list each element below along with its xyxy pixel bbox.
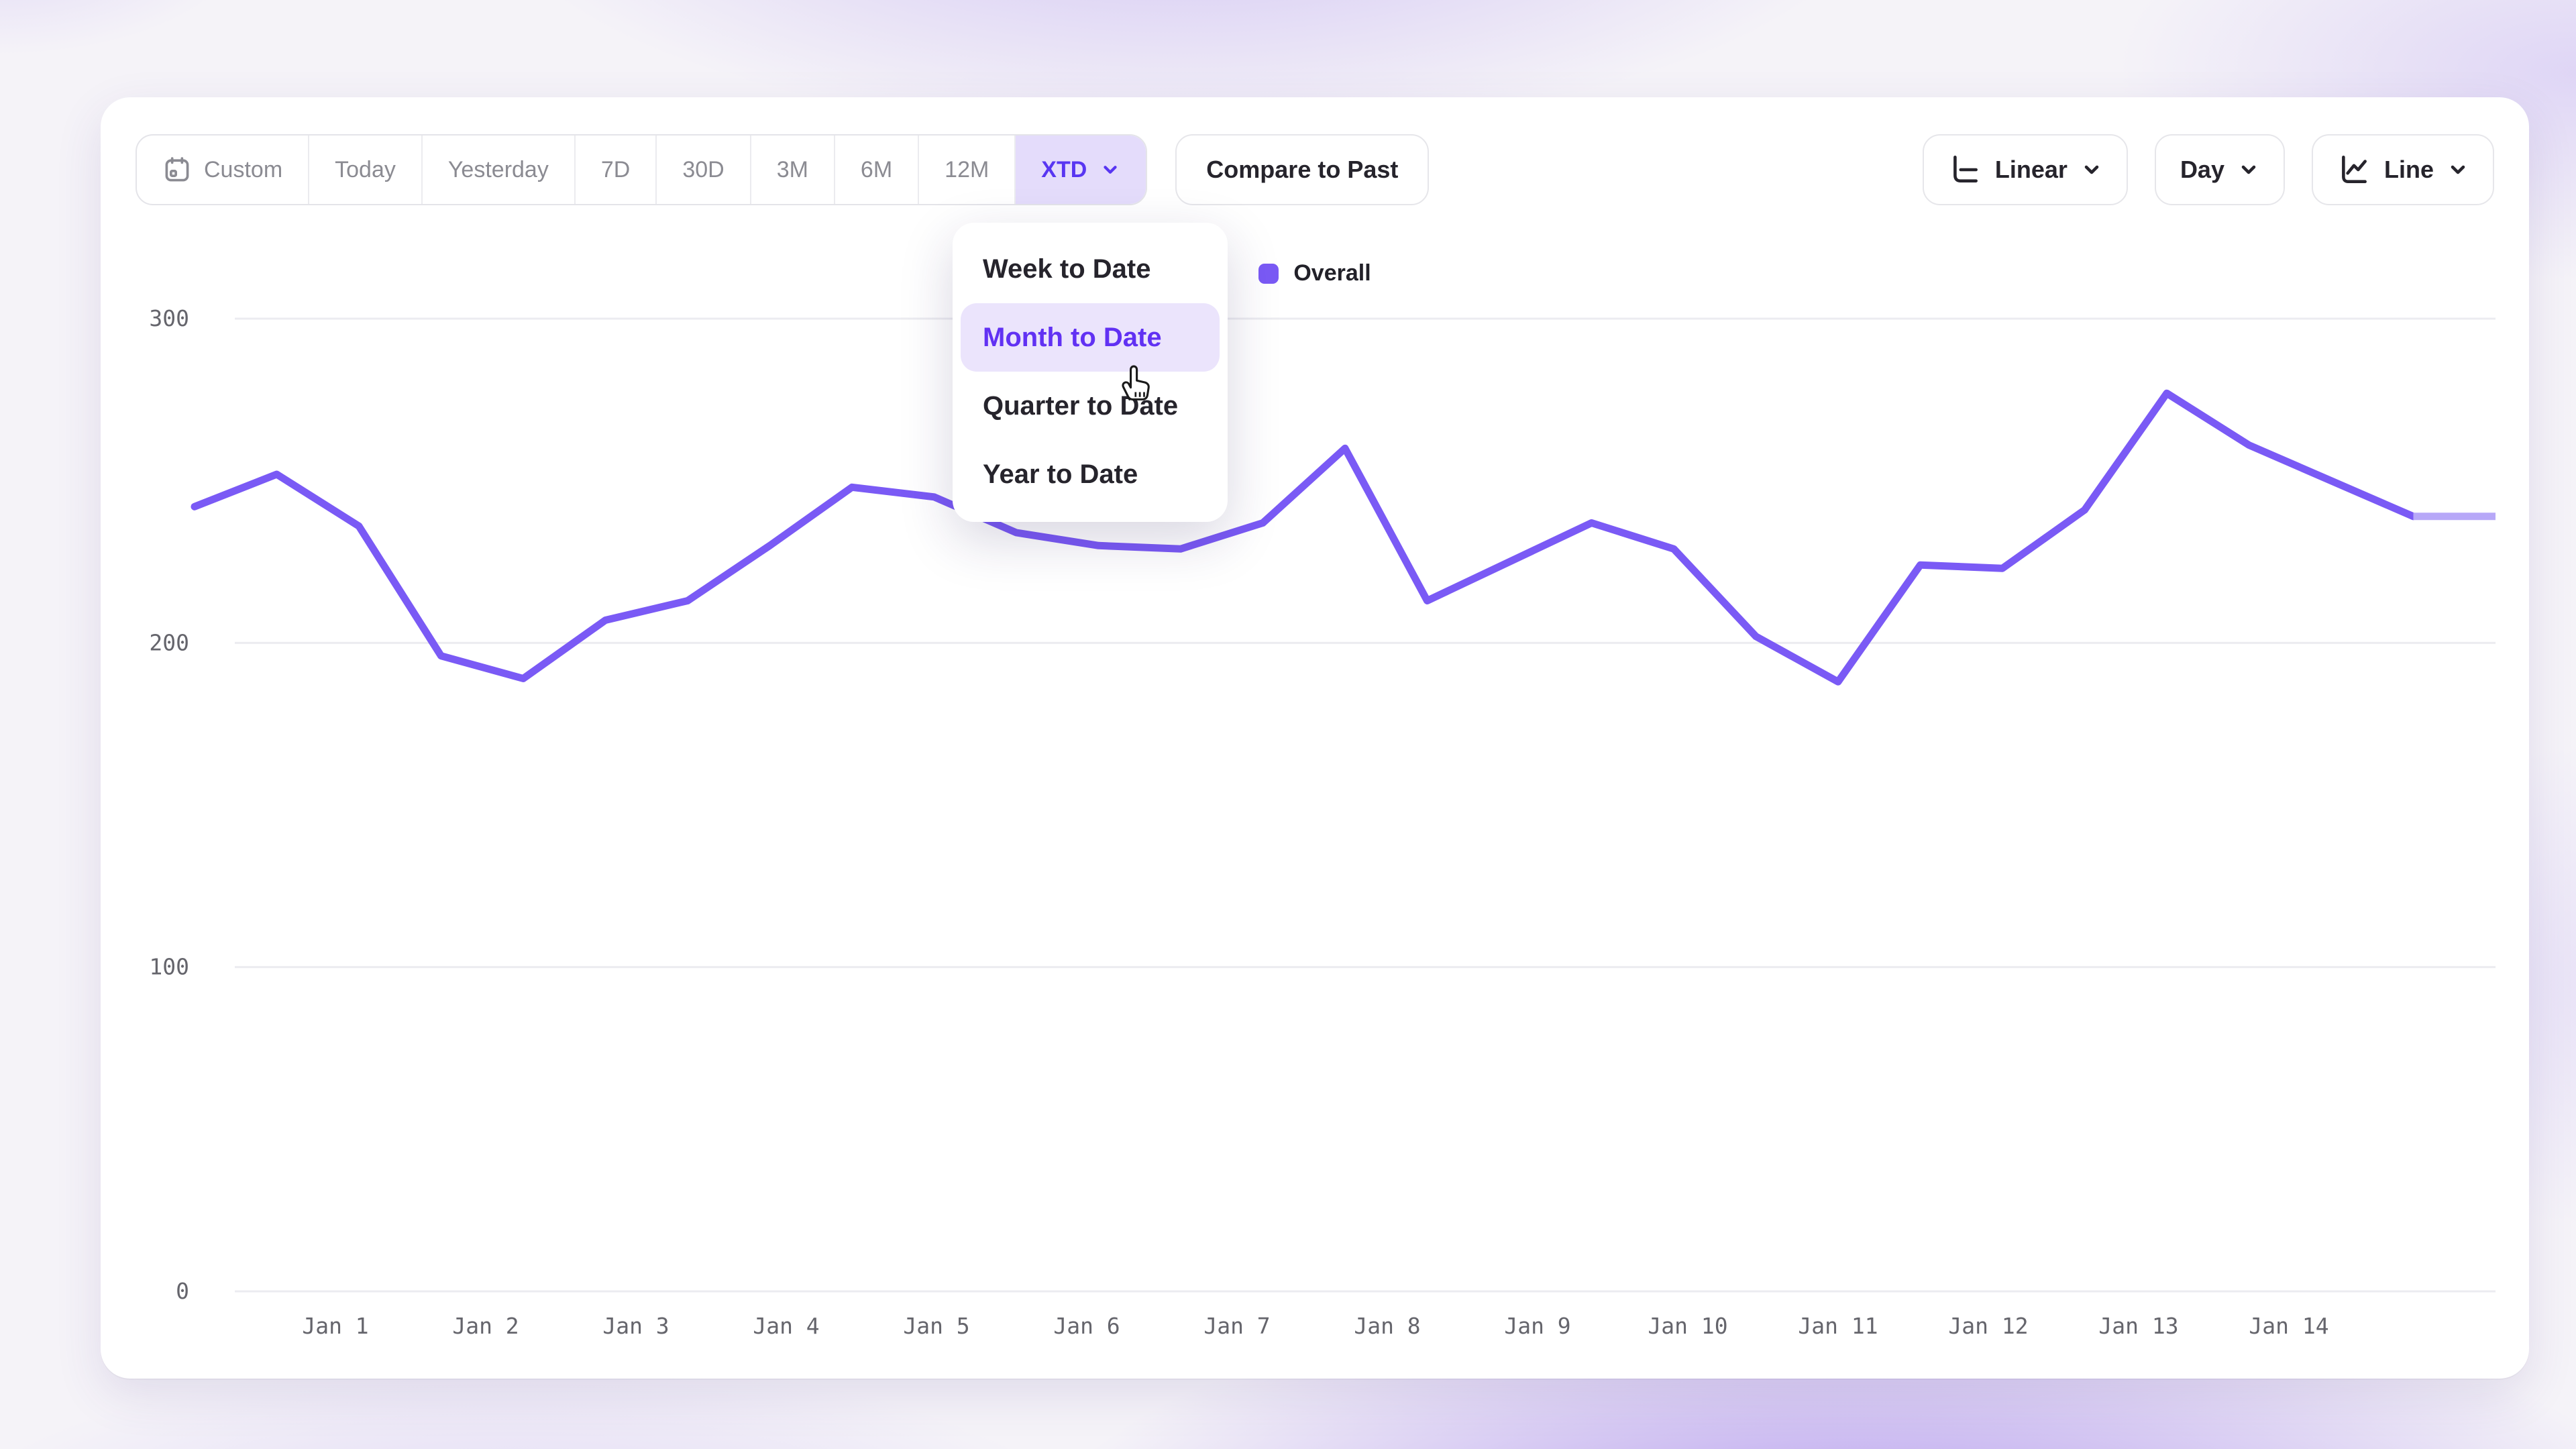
toolbar: Custom Today Yesterday 7D 30D 3M 6M 12M XTD Comp… bbox=[136, 134, 2494, 205]
range-button-xtd[interactable]: XTD bbox=[1016, 136, 1146, 204]
range-button-30d[interactable]: 30D bbox=[657, 136, 751, 204]
control-label: Line bbox=[2383, 156, 2434, 183]
x-axis-label-jan-11: Jan 11 bbox=[1798, 1313, 1878, 1339]
y-axis-label-0: 0 bbox=[176, 1278, 189, 1304]
range-button-12m[interactable]: 12M bbox=[919, 136, 1016, 204]
day-dropdown-button[interactable]: Day bbox=[2154, 134, 2285, 205]
range-label: 12M bbox=[945, 156, 989, 182]
x-axis-label-jan-8: Jan 8 bbox=[1354, 1313, 1420, 1339]
x-axis-label-jan-14: Jan 14 bbox=[2249, 1313, 2328, 1339]
y-axis-label-100: 100 bbox=[149, 954, 189, 980]
chart-card: 0 100 200 300 Jan 1 Jan 2 Jan 3 Jan 4 Jan 5 Jan 6… bbox=[101, 97, 2529, 1379]
x-axis-label-jan-7: Jan 7 bbox=[1203, 1313, 1270, 1339]
range-label: Yesterday bbox=[447, 156, 549, 182]
chevron-down-icon bbox=[2241, 165, 2256, 174]
axis-icon bbox=[1953, 155, 1978, 182]
chevron-down-icon bbox=[1104, 166, 1117, 174]
range-button-6m[interactable]: 6M bbox=[835, 136, 920, 204]
series-line-overall bbox=[191, 389, 2417, 686]
menu-item-year-to-date[interactable]: Year to Date bbox=[983, 459, 1138, 489]
x-axis-label-jan-2: Jan 2 bbox=[452, 1313, 519, 1339]
legend-label: Overall bbox=[1293, 260, 1371, 286]
x-axis-label-jan-10: Jan 10 bbox=[1648, 1313, 1727, 1339]
range-label: Custom bbox=[204, 156, 283, 182]
compare-to-past-button[interactable]: Compare to Past bbox=[1175, 134, 1430, 205]
y-axis-label-200: 200 bbox=[149, 629, 189, 655]
range-label: XTD bbox=[1041, 156, 1087, 182]
calendar-icon bbox=[165, 157, 189, 182]
menu-item-month-to-date[interactable]: Month to Date bbox=[961, 303, 1220, 372]
line-chart-icon bbox=[2342, 155, 2367, 183]
chart-controls: Linear Day Line bbox=[1922, 134, 2494, 205]
menu-item-quarter-to-date[interactable]: Quarter to Date bbox=[983, 390, 1179, 421]
x-axis-label-jan-1: Jan 1 bbox=[302, 1313, 368, 1339]
range-button-today[interactable]: Today bbox=[309, 136, 423, 204]
y-axis-label-300: 300 bbox=[149, 305, 189, 331]
control-label: Linear bbox=[1994, 156, 2068, 183]
range-label: Today bbox=[335, 156, 396, 182]
menu-item-week-to-date[interactable]: Week to Date bbox=[983, 254, 1151, 284]
x-axis-label-jan-5: Jan 5 bbox=[903, 1313, 969, 1339]
chevron-down-icon bbox=[2451, 165, 2465, 174]
x-axis-label-jan-4: Jan 4 bbox=[753, 1313, 819, 1339]
linear-dropdown-button[interactable]: Linear bbox=[1922, 134, 2128, 205]
legend-swatch bbox=[1258, 263, 1279, 284]
xtd-dropdown-menu: Week to Date Month to Date Quarter to Date… bbox=[953, 223, 1228, 522]
line-chart: 0 100 200 300 Jan 1 Jan 2 Jan 3 Jan 4 Jan 5 Jan 6… bbox=[149, 305, 2496, 1339]
range-button-yesterday[interactable]: Yesterday bbox=[423, 136, 576, 204]
date-range-segmented-control: Custom Today Yesterday 7D 30D 3M 6M 12M XTD bbox=[136, 134, 1148, 205]
range-label: 30D bbox=[682, 156, 724, 182]
mouse-cursor-hand-icon bbox=[1122, 365, 1150, 400]
x-axis-label-jan-6: Jan 6 bbox=[1053, 1313, 1120, 1339]
x-axis-label-jan-13: Jan 13 bbox=[2098, 1313, 2178, 1339]
x-axis-label-jan-9: Jan 9 bbox=[1504, 1313, 1570, 1339]
range-button-7d[interactable]: 7D bbox=[576, 136, 657, 204]
range-label: 3M bbox=[776, 156, 808, 182]
control-label: Day bbox=[2180, 156, 2224, 183]
range-label: 6M bbox=[860, 156, 893, 182]
range-button-custom[interactable]: Custom bbox=[137, 136, 310, 204]
x-axis-label-jan-3: Jan 3 bbox=[602, 1313, 669, 1339]
line-dropdown-button[interactable]: Line bbox=[2311, 134, 2494, 205]
range-button-3m[interactable]: 3M bbox=[751, 136, 835, 204]
legend: Overall bbox=[101, 260, 2529, 286]
range-label: 7D bbox=[600, 156, 631, 182]
chevron-down-icon bbox=[2084, 165, 2099, 174]
x-axis-label-jan-12: Jan 12 bbox=[1948, 1313, 2028, 1339]
